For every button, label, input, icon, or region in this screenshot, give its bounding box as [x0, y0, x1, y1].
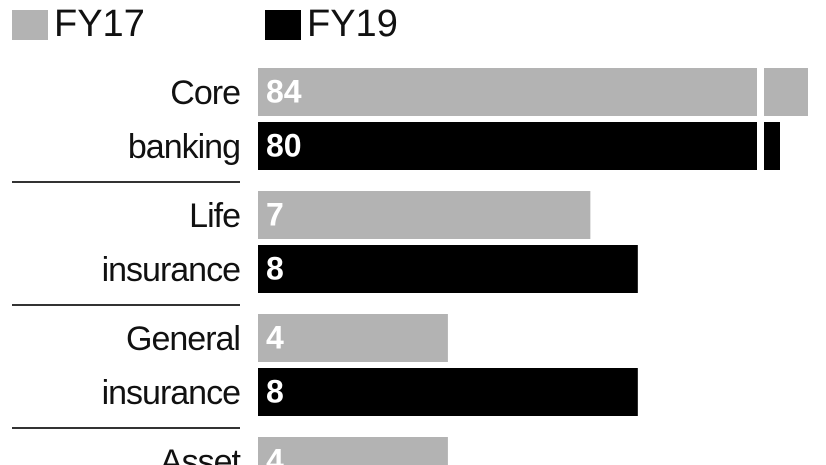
bar-group: 80: [258, 122, 780, 170]
bar-group: 8: [258, 368, 638, 416]
category-label: General: [126, 320, 240, 358]
value-label: 8: [266, 373, 284, 409]
bar: [258, 68, 757, 116]
category-label: insurance: [102, 374, 241, 412]
legend-label: FY19: [307, 3, 398, 45]
value-label: 84: [266, 73, 302, 109]
bar: [258, 437, 448, 465]
category-label: Life: [189, 197, 240, 235]
bar-group: 84: [258, 68, 808, 116]
bar: [258, 368, 638, 416]
value-label: 7: [266, 196, 284, 232]
bar: [258, 191, 591, 239]
value-label: 4: [266, 319, 284, 355]
bar-break-piece: [764, 122, 780, 170]
bar-group: 4: [258, 314, 448, 362]
bar: [258, 122, 757, 170]
category-label: Asset: [160, 443, 242, 465]
bar-group: 8: [258, 245, 638, 293]
legend-swatch: [12, 10, 48, 40]
category-label: Core: [170, 74, 240, 112]
value-label: 80: [266, 127, 302, 163]
category-label: banking: [128, 128, 240, 166]
value-label: 4: [266, 442, 284, 465]
legend-label: FY17: [54, 3, 145, 45]
category-label: insurance: [102, 251, 241, 289]
bar-group: 7: [258, 191, 591, 239]
legend-swatch: [265, 10, 301, 40]
bar: [258, 314, 448, 362]
bar: [258, 245, 638, 293]
value-label: 8: [266, 250, 284, 286]
bar-break-piece: [764, 68, 808, 116]
bar-group: 4: [258, 437, 448, 465]
